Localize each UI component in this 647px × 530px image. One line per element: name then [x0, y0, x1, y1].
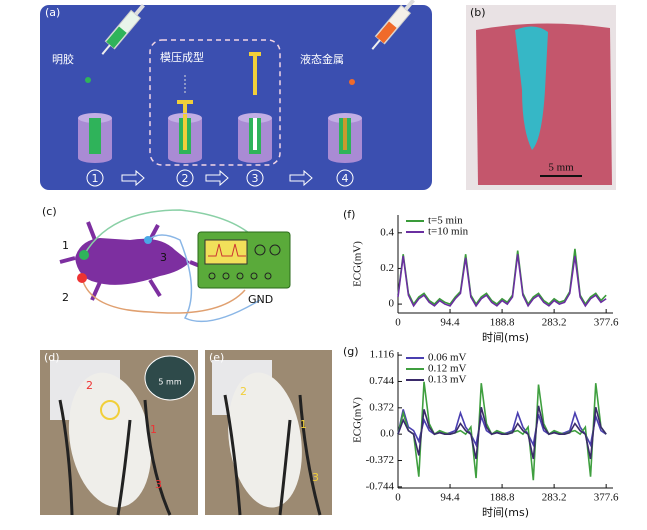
x-tick-label: 377.6 [594, 317, 619, 329]
electrode [79, 250, 89, 260]
panel-label: (d) [44, 351, 60, 364]
step-label: 模压成型 [160, 50, 204, 64]
panel-c: (c) 1 2 3 GND [42, 205, 291, 323]
cables [223, 394, 322, 516]
mouse-limbs [59, 221, 206, 301]
step-number: 4 [342, 172, 349, 185]
x-tick-label: 94.4 [440, 492, 460, 504]
x-tick-label: 283.2 [542, 492, 567, 504]
drop [349, 79, 355, 85]
x-tick-label: 188.8 [490, 492, 515, 504]
y-tick-label: 0.744 [369, 375, 394, 387]
panel-label: (e) [209, 351, 224, 364]
legend-label: 0.06 mV [428, 352, 467, 364]
inset [144, 355, 196, 401]
ground-label: GND [248, 293, 273, 306]
panel-a: (a) [40, 0, 432, 190]
syringe-orange [371, 0, 415, 50]
panel-e: (e) 1 2 3 [205, 350, 332, 516]
electrode-label: 3 [155, 478, 162, 491]
syringe-green [101, 3, 145, 55]
legend-label: 0.13 mV [428, 374, 467, 386]
y-tick-label: 1.116 [370, 349, 395, 361]
mouse [75, 238, 190, 285]
y-axis-label: ECG(mV) [352, 241, 364, 287]
electrode-label: 1 [62, 239, 69, 252]
panel-label: (g) [343, 345, 359, 358]
electrode-label: 1 [150, 423, 157, 436]
legend-label: t=10 min [428, 226, 469, 238]
device-knobs [208, 244, 281, 280]
wire [83, 209, 256, 256]
y-tick-label: 0.0 [380, 428, 394, 440]
x-tick-label: 94.4 [440, 317, 460, 329]
y-tick-label: 0 [389, 298, 395, 310]
line-chart: (f) 0 0.2 0.4 0 94.4 188.8 283.2 377.6 时间(ms) ECG(… [343, 208, 619, 344]
series-line [397, 405, 607, 460]
step-number: 1 [92, 172, 99, 185]
drop [85, 77, 91, 83]
panel-label: (b) [470, 6, 486, 19]
electrode [77, 273, 87, 283]
electrode-label: 3 [160, 251, 167, 264]
y-tick-label: -0.372 [366, 454, 394, 466]
step-number: 3 [252, 172, 259, 185]
y-tick-label: 0.2 [380, 262, 394, 274]
rat [68, 372, 152, 508]
x-tick-label: 377.6 [594, 492, 619, 504]
device-screen [204, 239, 248, 265]
tissue [476, 23, 612, 185]
x-tick-label: 0 [395, 492, 401, 504]
x-axis-label: 时间(ms) [482, 506, 529, 519]
panel-label: (f) [343, 208, 355, 221]
wire [147, 234, 261, 323]
dashed-box [149, 39, 281, 166]
wire [81, 277, 246, 314]
y-axis-label: ECG(mV) [352, 397, 364, 443]
scale-label: 5 mm [548, 162, 574, 174]
panel-label: (c) [42, 205, 57, 218]
x-tick-label: 188.8 [490, 317, 515, 329]
electrode-label: 1 [300, 418, 307, 431]
cylinders [78, 113, 362, 163]
highlight [100, 400, 120, 420]
panel-label: (a) [45, 6, 60, 19]
panel-b: (b) 5 mm [466, 5, 616, 190]
electrode [144, 236, 152, 244]
legend-label: 0.12 mV [428, 363, 467, 375]
cables [58, 399, 172, 516]
legend-label: t=5 min [428, 215, 463, 227]
step-number: 2 [182, 172, 189, 185]
scale-label: 5 mm [158, 378, 181, 387]
y-tick-label: 0.372 [369, 401, 394, 413]
electrode-label: 2 [86, 379, 93, 392]
x-axis-label: 时间(ms) [482, 331, 529, 344]
step-markers [86, 169, 354, 187]
x-tick-label: 283.2 [542, 317, 567, 329]
electrode-label: 2 [240, 385, 247, 398]
series-line [397, 254, 607, 308]
panel-d: (d) 1 2 3 5 mm [40, 350, 198, 516]
x-tick-label: 0 [395, 317, 401, 329]
electrode-label: 2 [62, 291, 69, 304]
step-label: 液态金属 [300, 52, 344, 66]
implant [515, 26, 548, 151]
screen-trace [208, 243, 246, 257]
y-tick-label: 0.4 [380, 226, 394, 238]
y-tick-label: -0.744 [366, 480, 395, 492]
electrode-label: 3 [312, 471, 319, 484]
step-label: 明胶 [52, 52, 74, 66]
mold-pin [177, 52, 261, 116]
